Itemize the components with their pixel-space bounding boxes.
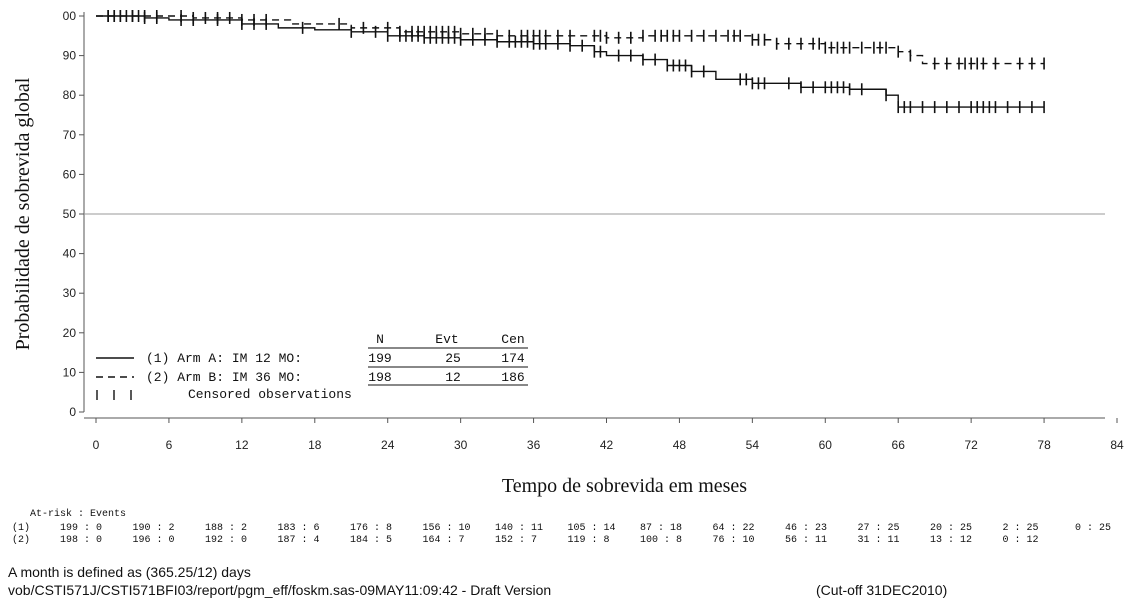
legend-label-1: (1) Arm A: IM 12 MO: [146,351,302,366]
at-risk-value: 56 : 11 [785,535,827,546]
legend-cen-value: 186 [501,370,524,385]
x-tick-label: 36 [527,438,541,452]
at-risk-value: 119 : 8 [568,535,610,546]
y-tick-label: 00 [63,9,77,23]
at-risk-value: 198 : 0 [60,535,102,546]
x-tick-label: 0 [93,438,100,452]
at-risk-value: 164 : 7 [423,535,465,546]
cutoff-note: (Cut-off 31DEC2010) [816,582,948,598]
x-tick-label: 30 [454,438,468,452]
x-tick-label: 18 [308,438,322,452]
series-line-1 [96,15,1045,108]
legend-label-2: (2) Arm B: IM 36 MO: [146,370,302,385]
at-risk-value: 100 : 8 [640,535,682,546]
at-risk-value: 188 : 2 [205,523,247,534]
at-risk-value: 76 : 10 [713,535,755,546]
at-risk-title: At-risk : Events [30,508,126,520]
at-risk-value: 152 : 7 [495,535,537,546]
at-risk-value: 20 : 25 [930,523,972,534]
at-risk-value: 184 : 5 [350,535,392,546]
at-risk-value: 192 : 0 [205,535,247,546]
y-tick-label: 0 [69,405,76,419]
x-tick-label: 60 [819,438,833,452]
x-tick-label: 54 [746,438,760,452]
x-tick-label: 42 [600,438,614,452]
at-risk-value: 0 : 25 [1075,523,1111,534]
legend-cen-value: 174 [501,351,525,366]
at-risk-value: 105 : 14 [568,523,616,534]
at-risk-value: 64 : 22 [713,523,755,534]
at-risk-value: 183 : 6 [278,523,320,534]
y-tick-label: 80 [63,88,77,102]
program-path-note: vob/CSTI571J/CSTI571BFI03/report/pgm_eff… [8,582,552,598]
y-tick-label: 40 [63,247,77,261]
at-risk-value: 187 : 4 [278,535,320,546]
y-tick-label: 70 [63,128,77,142]
legend-censor-label: Censored observations [188,387,352,402]
at-risk-value: 13 : 12 [930,535,972,546]
x-tick-label: 48 [673,438,687,452]
x-axis-title: Tempo de sobrevida em meses [502,475,747,497]
y-axis-title: Probabilidade de sobrevida global [12,77,34,350]
y-tick-label: 60 [63,167,77,181]
y-tick-label: 10 [63,365,77,379]
at-risk-value: 2 : 25 [1003,523,1039,534]
at-risk-value: 190 : 2 [133,523,175,534]
y-tick-label: 50 [63,207,77,221]
at-risk-row-label: (2) [12,534,30,546]
at-risk-value: 46 : 23 [785,523,827,534]
at-risk-value: 156 : 10 [423,523,471,534]
month-definition-note: A month is defined as (365.25/12) days [8,564,251,580]
legend-n-value: 199 [368,351,391,366]
at-risk-value: 0 : 12 [1003,535,1039,546]
at-risk-value: 140 : 11 [495,523,543,534]
legend-evt-value: 25 [445,351,461,366]
y-tick-label: 30 [63,286,77,300]
at-risk-row-label: (1) [12,522,30,534]
legend-header: N [376,332,384,347]
x-tick-label: 72 [964,438,978,452]
x-tick-label: 6 [166,438,173,452]
y-tick-label: 20 [63,326,77,340]
at-risk-value: 196 : 0 [133,535,175,546]
at-risk-value: 199 : 0 [60,523,102,534]
x-tick-label: 24 [381,438,395,452]
x-tick-label: 12 [235,438,249,452]
legend-evt-value: 12 [445,370,461,385]
legend-header: Evt [435,332,458,347]
at-risk-value: 176 : 8 [350,523,392,534]
at-risk-value: 27 : 25 [858,523,900,534]
x-tick-label: 78 [1037,438,1051,452]
legend-header: Cen [501,332,524,347]
at-risk-value: 87 : 18 [640,523,682,534]
x-tick-label: 84 [1110,438,1124,452]
at-risk-value: 31 : 11 [858,535,900,546]
x-tick-label: 66 [892,438,906,452]
y-tick-label: 90 [63,49,77,63]
legend-n-value: 198 [368,370,391,385]
